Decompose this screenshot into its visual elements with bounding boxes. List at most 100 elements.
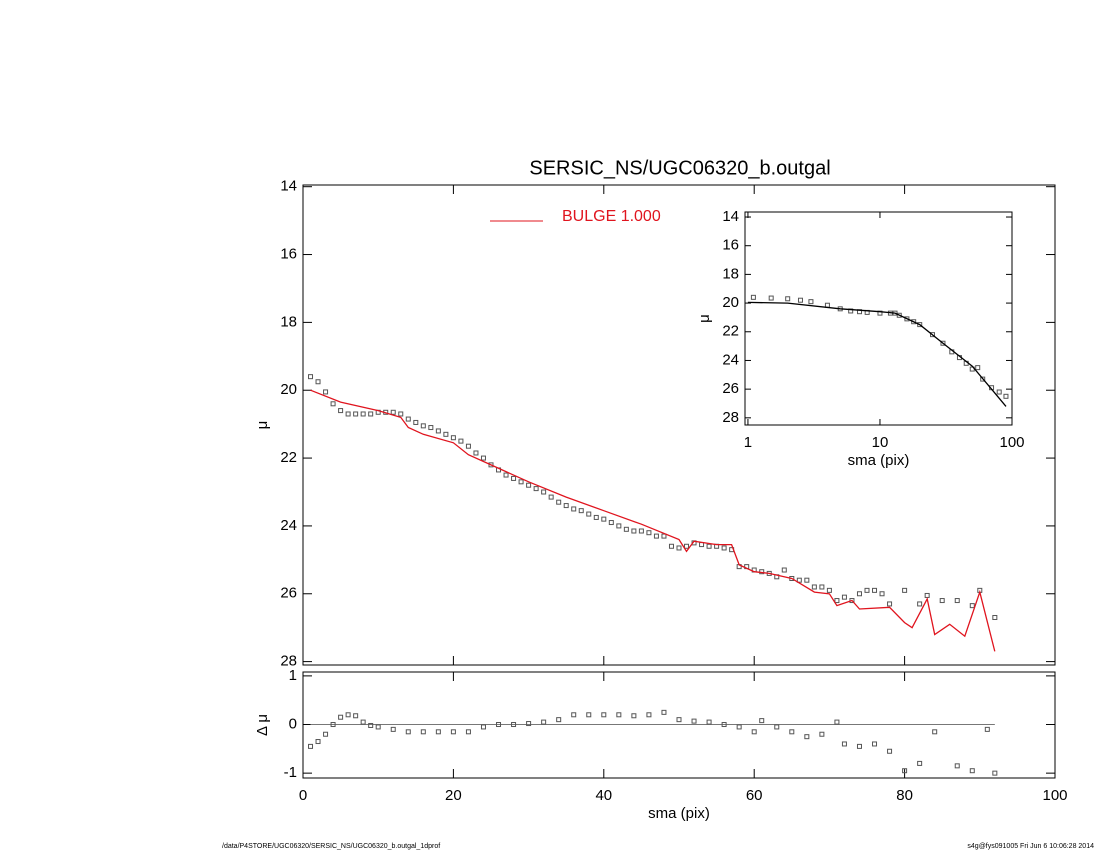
y-axis-label: μ <box>254 421 271 430</box>
data-point <box>736 724 742 730</box>
x-tick-label: 20 <box>445 787 462 804</box>
footer-left: /data/P4STORE/UGC06320/SERSIC_NS/UGC0632… <box>222 843 440 850</box>
data-point <box>616 712 622 718</box>
data-point <box>428 425 434 431</box>
data-point <box>465 443 471 449</box>
data-point <box>473 450 479 456</box>
data-point <box>902 768 908 774</box>
y-tick-label: 26 <box>280 585 297 602</box>
data-point <box>774 724 780 730</box>
y-tick-label: 16 <box>280 246 297 263</box>
data-point <box>323 389 329 395</box>
data-point <box>992 770 998 776</box>
x-axis-label: sma (pix) <box>848 452 910 469</box>
data-point <box>330 401 336 407</box>
y-tick-label: 18 <box>722 265 739 282</box>
data-point <box>785 296 791 302</box>
x-tick-label: 60 <box>746 787 763 804</box>
y-tick-label: 26 <box>722 380 739 397</box>
plot-frame <box>302 184 1056 666</box>
data-point <box>797 297 803 303</box>
data-point <box>330 722 336 728</box>
x-tick-label: 1 <box>744 434 752 451</box>
data-point <box>420 423 426 429</box>
data-point <box>413 419 419 425</box>
data-point <box>676 717 682 723</box>
data-point <box>834 598 840 604</box>
data-point <box>811 584 817 590</box>
plot-frame <box>744 211 1013 426</box>
data-point <box>360 719 366 725</box>
data-point <box>904 316 910 322</box>
data-point <box>480 455 486 461</box>
data-point <box>586 511 592 517</box>
data-point <box>954 598 960 604</box>
y-tick-label: 14 <box>280 178 297 195</box>
data-point <box>390 409 396 415</box>
data-point <box>804 577 810 583</box>
data-point <box>646 712 652 718</box>
data-point <box>969 603 975 609</box>
data-point <box>488 462 494 468</box>
data-point <box>896 312 902 318</box>
data-point <box>541 719 547 725</box>
data-point <box>781 567 787 573</box>
data-point <box>996 389 1002 395</box>
y-tick-label: 22 <box>280 449 297 466</box>
data-point <box>841 594 847 600</box>
data-point <box>721 545 727 551</box>
x-tick-label: 40 <box>595 787 612 804</box>
y-tick-label: 24 <box>722 351 739 368</box>
data-point <box>375 724 381 730</box>
y-tick-label: 1 <box>289 667 297 684</box>
data-point <box>917 322 923 328</box>
data-point <box>556 717 562 723</box>
data-point <box>1003 393 1009 399</box>
data-point <box>526 482 532 488</box>
data-point <box>338 408 344 414</box>
data-point <box>932 729 938 735</box>
data-point <box>826 587 832 593</box>
data-point <box>939 598 945 604</box>
data-point <box>856 591 862 597</box>
data-point <box>571 712 577 718</box>
data-point <box>405 416 411 422</box>
data-point <box>323 731 329 737</box>
data-point <box>750 294 756 300</box>
data-point <box>353 713 359 719</box>
chart-title: SERSIC_NS/UGC06320_b.outgal <box>529 157 830 179</box>
data-point <box>954 763 960 769</box>
data-point <box>631 528 637 534</box>
data-point <box>368 722 374 728</box>
data-point <box>911 319 917 325</box>
data-point <box>796 577 802 583</box>
data-point <box>503 472 509 478</box>
data-point <box>360 411 366 417</box>
y-tick-label: 18 <box>280 313 297 330</box>
data-point <box>518 479 524 485</box>
data-point <box>808 299 814 305</box>
data-point <box>435 729 441 735</box>
data-point <box>601 712 607 718</box>
y-tick-label: 14 <box>722 208 739 225</box>
data-point <box>450 729 456 735</box>
data-point <box>864 587 870 593</box>
data-point <box>405 729 411 735</box>
data-point <box>879 591 885 597</box>
data-point <box>706 719 712 725</box>
data-point <box>511 475 517 481</box>
data-point <box>759 718 765 724</box>
data-point <box>646 530 652 536</box>
y-tick-label: 16 <box>722 237 739 254</box>
y-tick-label: 28 <box>722 409 739 426</box>
data-point <box>308 374 314 380</box>
data-point <box>556 499 562 505</box>
data-point <box>872 587 878 593</box>
data-point <box>924 592 930 598</box>
data-point <box>345 411 351 417</box>
data-point <box>458 438 464 444</box>
data-point <box>353 411 359 417</box>
data-point <box>526 721 532 727</box>
model-line <box>310 389 996 652</box>
